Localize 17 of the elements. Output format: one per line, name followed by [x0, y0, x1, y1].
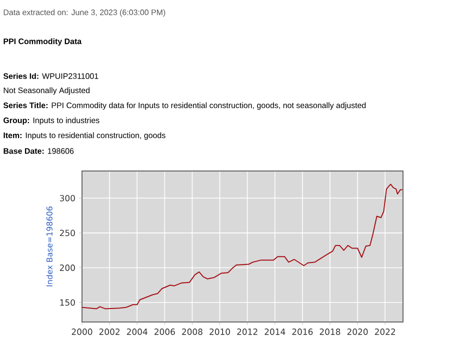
y-tick-label: 300: [60, 194, 75, 202]
x-tick-label: 2008: [182, 328, 202, 335]
x-tick-label: 2022: [374, 328, 396, 335]
x-tick-label: 2014: [264, 328, 286, 335]
x-tick-label: 2004: [126, 328, 148, 335]
x-tick-label: 2012: [237, 328, 258, 335]
x-tick-label: 2000: [72, 328, 92, 335]
x-tick-label: 2006: [154, 328, 175, 335]
line-series: [82, 184, 403, 310]
x-tick-label: 2016: [292, 328, 313, 335]
x-tick-label: 2010: [210, 328, 230, 335]
x-tick-label: 2020: [347, 328, 368, 335]
y-tick-label: 200: [60, 264, 75, 271]
y-tick-label: 150: [60, 299, 75, 306]
y-tick-label: 250: [60, 230, 75, 236]
x-tick-label: 2002: [99, 328, 120, 335]
x-tick-label: 2018: [320, 328, 340, 335]
